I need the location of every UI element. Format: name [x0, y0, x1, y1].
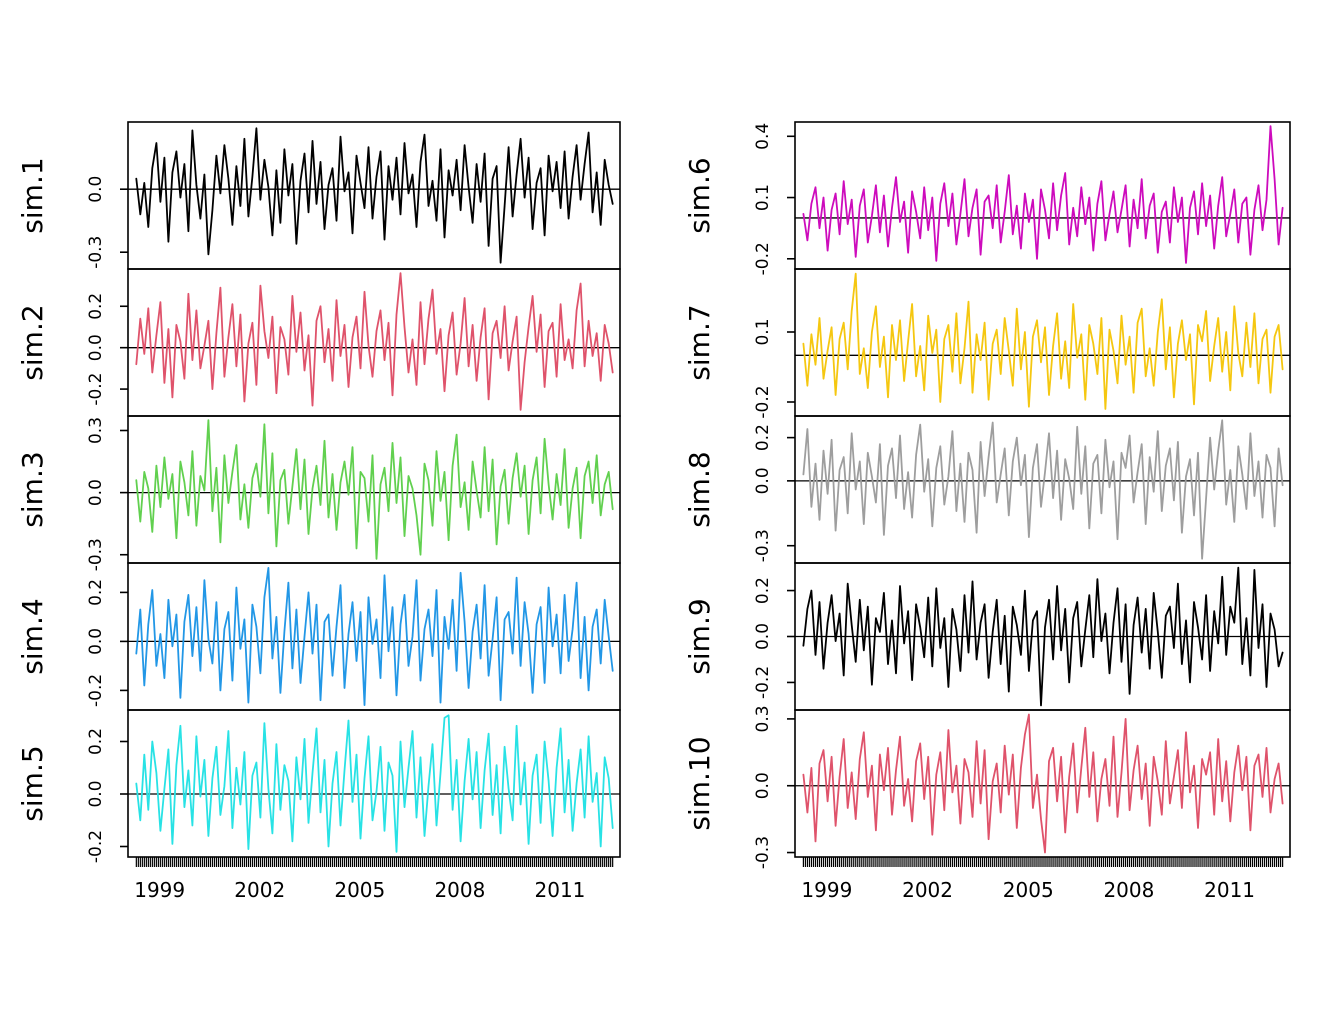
panel-sim.7: 0.1 -0.2 — [753, 268, 1291, 419]
y-tick-label: 0.0 — [86, 479, 106, 506]
y-tick-label: 0.2 — [753, 424, 773, 451]
series-line-sim.4 — [135, 567, 614, 706]
panel-label-sim.7: sim.7 — [683, 304, 716, 380]
panel-label-sim.10: sim.10 — [683, 736, 716, 830]
y-tick-label: -0.3 — [753, 529, 773, 562]
x-tick-label: 2002 — [902, 878, 953, 902]
y-tick-label: 0.3 — [86, 417, 106, 444]
y-tick-label: -0.2 — [753, 666, 773, 699]
y-tick-label: 0.2 — [86, 579, 106, 606]
y-tick-label: -0.3 — [86, 236, 106, 269]
panel-label-sim.5: sim.5 — [16, 745, 49, 821]
series-line-sim.10 — [802, 713, 1284, 854]
y-tick-label: 0.0 — [86, 176, 106, 203]
y-tick-label: 0.4 — [753, 123, 773, 150]
panel-label-sim.8: sim.8 — [683, 451, 716, 527]
panel-label-sim.2: sim.2 — [16, 304, 49, 380]
y-tick-label: -0.2 — [86, 372, 106, 405]
y-tick-label: 0.2 — [86, 293, 106, 320]
series-line-sim.8 — [802, 419, 1284, 560]
series-line-sim.1 — [135, 127, 614, 264]
x-tick-label: 2005 — [334, 878, 385, 902]
panel-sim.1: 0.0 -0.3 — [86, 121, 621, 270]
panel-sim.10: 0.3 0.0 -0.3 — [753, 705, 1291, 869]
x-tick-label: 2008 — [1103, 878, 1154, 902]
chart-column-1: 0.0 -0.3 sim.1 0.2 0.0 -0.2 sim.2 0.3 0.0 -0.3 sim… — [16, 121, 621, 902]
panel-sim.5: 0.2 0.0 -0.2 — [86, 709, 621, 863]
panel-label-sim.4: sim.4 — [16, 598, 49, 674]
y-tick-label: -0.3 — [86, 538, 106, 571]
panel-sim.8: 0.2 0.0 -0.3 — [753, 415, 1291, 564]
panel-sim.9: 0.2 0.0 -0.2 — [753, 562, 1291, 711]
y-tick-label: -0.2 — [86, 830, 106, 863]
panel-label-sim.3: sim.3 — [16, 451, 49, 527]
x-axis-2: 1999 2002 2005 2008 2011 — [801, 857, 1284, 902]
panel-sim.2: 0.2 0.0 -0.2 — [86, 268, 621, 417]
x-tick-label: 2011 — [1204, 878, 1255, 902]
y-tick-label: -0.2 — [753, 242, 773, 275]
panel-label-sim.9: sim.9 — [683, 598, 716, 674]
y-tick-label: 0.1 — [753, 184, 773, 211]
series-line-sim.5 — [135, 714, 614, 853]
y-tick-label: -0.3 — [753, 836, 773, 869]
y-tick-label: 0.0 — [86, 334, 106, 361]
panel-label-sim.1: sim.1 — [16, 157, 49, 233]
panel-sim.4: 0.2 0.0 -0.2 — [86, 562, 621, 711]
x-tick-label: 2005 — [1003, 878, 1054, 902]
panel-sim.6: 0.4 0.1 -0.2 — [753, 121, 1291, 275]
y-tick-label: 0.0 — [753, 772, 773, 799]
chart-column-2: 0.4 0.1 -0.2 sim.6 0.1 -0.2 sim.7 0.2 0.0 -0.3 sim… — [683, 121, 1291, 902]
y-tick-label: 0.0 — [86, 628, 106, 655]
series-line-sim.2 — [135, 272, 614, 411]
panel-sim.3: 0.3 0.0 -0.3 — [86, 415, 621, 571]
x-tick-label: 2011 — [535, 878, 586, 902]
series-line-sim.7 — [802, 272, 1284, 410]
x-axis-1: 1999 2002 2005 2008 2011 — [134, 857, 614, 902]
x-tick-label: 2002 — [234, 878, 285, 902]
y-tick-label: 0.3 — [753, 705, 773, 732]
panel-border — [127, 268, 621, 417]
x-tick-label: 1999 — [801, 878, 852, 902]
y-tick-label: 0.0 — [753, 623, 773, 650]
y-tick-label: -0.2 — [86, 674, 106, 707]
x-tick-label: 2008 — [434, 878, 485, 902]
y-tick-label: 0.2 — [86, 728, 106, 755]
series-line-sim.9 — [802, 566, 1284, 707]
y-tick-label: 0.2 — [753, 577, 773, 604]
x-tick-label: 1999 — [134, 878, 185, 902]
series-line-sim.3 — [135, 419, 614, 560]
panel-label-sim.6: sim.6 — [683, 157, 716, 233]
y-tick-label: 0.0 — [753, 467, 773, 494]
y-tick-label: 0.1 — [753, 318, 773, 345]
y-tick-label: -0.2 — [753, 385, 773, 418]
y-tick-label: 0.0 — [86, 780, 106, 807]
series-line-sim.6 — [802, 125, 1284, 264]
